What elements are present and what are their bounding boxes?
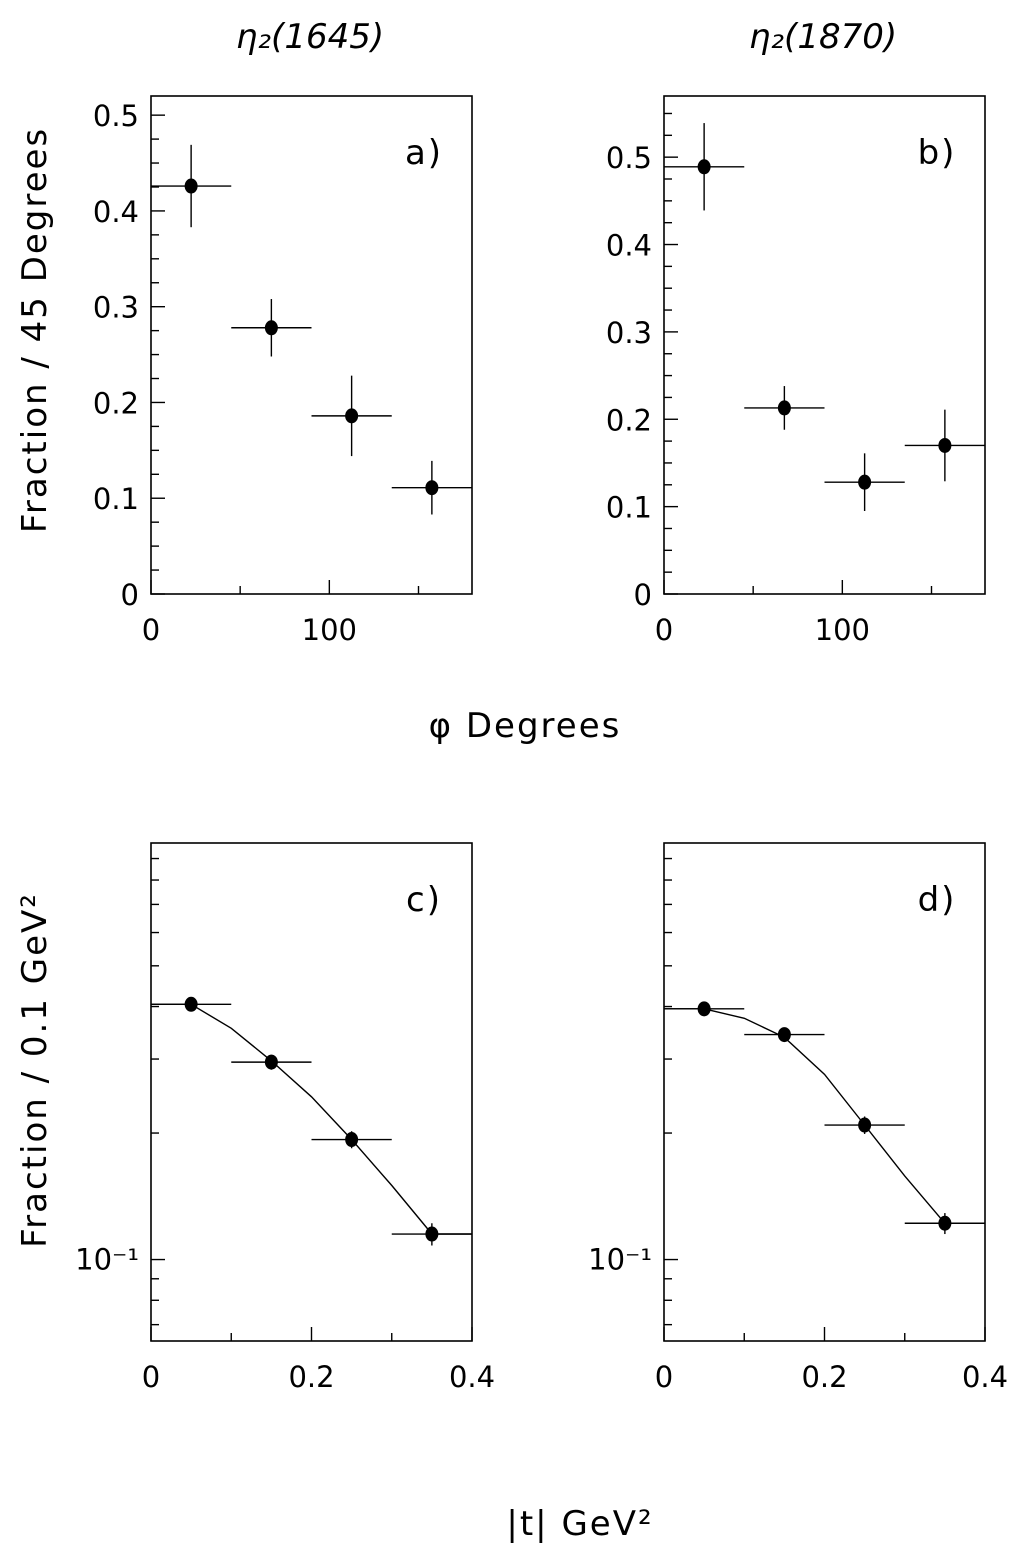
bottom-y-axis-label: Fraction / 0.1 GeV²	[15, 892, 55, 1248]
data-point	[425, 1226, 439, 1242]
bottom-x-axis-label: |t| GeV²	[506, 1504, 653, 1544]
panel-d: d) 0 0.2 0.4 10⁻¹	[588, 842, 1008, 1394]
data-point	[938, 437, 952, 453]
y-tick-label: 0.5	[606, 141, 652, 175]
panel-label: a)	[405, 133, 443, 173]
y-tick-label: 0.4	[606, 229, 652, 263]
y-tick-label: 0.1	[93, 482, 139, 516]
x-tick-label: 0.2	[801, 1360, 847, 1394]
data-point	[345, 1132, 359, 1148]
panel-c: c) 0 0.2 0.4 10⁻¹	[75, 842, 495, 1394]
y-tick-label: 0	[634, 578, 652, 612]
data-point	[264, 1054, 278, 1070]
data-point	[858, 474, 872, 490]
y-tick-label: 0.2	[606, 403, 652, 437]
panel-b: b) 0 100 0 0.1 0.2 0.3 0.4 0.5	[606, 95, 986, 647]
data-point	[697, 159, 711, 175]
data-point	[184, 996, 198, 1012]
panel-label: d)	[918, 880, 957, 920]
y-tick-label: 10⁻¹	[75, 1243, 139, 1277]
x-tick-label: 0	[655, 1360, 673, 1394]
data-point	[777, 1027, 791, 1043]
plot-frame	[663, 95, 986, 595]
data-point	[264, 320, 278, 336]
plot-frame	[150, 95, 473, 595]
data-point	[425, 480, 439, 496]
y-tick-label: 0.2	[93, 386, 139, 420]
panel-label: c)	[406, 880, 442, 920]
y-tick-label: 0.4	[93, 195, 139, 229]
top-y-axis-label: Fraction / 45 Degrees	[15, 127, 55, 533]
x-tick-label: 0.4	[449, 1360, 495, 1394]
x-tick-label: 0	[655, 613, 673, 647]
y-tick-label: 0.3	[93, 291, 139, 325]
title-right: η₂(1870)	[749, 17, 897, 57]
x-tick-label: 0	[142, 613, 160, 647]
fit-curve	[151, 1003, 472, 1235]
y-tick-label: 0.1	[606, 491, 652, 525]
y-tick-label: 0.3	[606, 316, 652, 350]
data-point	[697, 1001, 711, 1017]
fit-curve	[664, 1008, 985, 1225]
data-point	[858, 1117, 872, 1133]
data-point	[345, 408, 359, 424]
y-tick-label: 10⁻¹	[588, 1243, 652, 1277]
panel-label: b)	[918, 133, 957, 173]
top-x-axis-label: φ Degrees	[429, 706, 622, 746]
panel-a: a) 0 100 0 0.1 0.2 0.3 0.4 0.5	[93, 95, 473, 647]
x-tick-label: 0.2	[288, 1360, 334, 1394]
title-left: η₂(1645)	[236, 17, 384, 57]
x-tick-label: 100	[815, 613, 870, 647]
x-tick-label: 0.4	[962, 1360, 1008, 1394]
data-point	[184, 178, 198, 194]
x-tick-label: 0	[142, 1360, 160, 1394]
data-point	[777, 400, 791, 416]
data-point	[938, 1215, 952, 1231]
y-tick-label: 0.5	[93, 99, 139, 133]
y-tick-label: 0	[121, 578, 139, 612]
x-tick-label: 100	[302, 613, 357, 647]
